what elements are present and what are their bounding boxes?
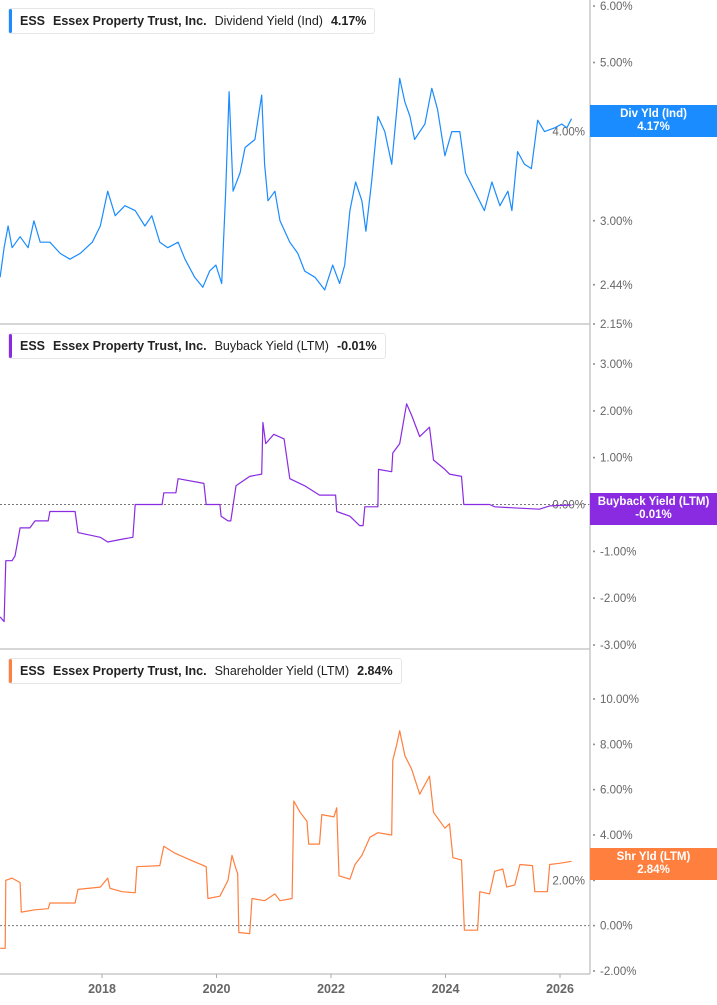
legend-color-bar bbox=[9, 659, 12, 683]
y-tick-label: 3.00% bbox=[600, 359, 633, 371]
y-tick-label: 2.15% bbox=[600, 319, 633, 331]
legend-value: 2.84% bbox=[357, 664, 393, 678]
y-tick-label: 4.00% bbox=[600, 830, 633, 842]
y-tick-mark bbox=[593, 743, 595, 746]
y-tick-mark bbox=[593, 788, 595, 791]
callout-value: 2.84% bbox=[637, 864, 670, 876]
callout-label: Buyback Yield (LTM) bbox=[597, 496, 710, 508]
callout-shareholder-yield: Shr Yld (LTM) 2.84% bbox=[590, 848, 717, 880]
y-tick-mark bbox=[593, 283, 595, 286]
legend-value: 4.17% bbox=[330, 14, 367, 28]
legend-ticker: ESS bbox=[20, 339, 46, 353]
callout-dividend-yield: Div Yld (Ind) 4.17% bbox=[590, 105, 717, 137]
legend-buyback-yield: ESS Essex Property Trust, Inc. Buyback Y… bbox=[8, 333, 386, 359]
y-tick-mark bbox=[593, 698, 595, 700]
legend-company: Essex Property Trust, Inc. bbox=[53, 664, 207, 678]
legend-color-bar bbox=[9, 9, 12, 33]
y-tick-mark bbox=[593, 644, 595, 646]
x-tick-label: 2020 bbox=[203, 982, 231, 996]
y-tick-label: 8.00% bbox=[600, 739, 633, 751]
legend-ticker: ESS bbox=[20, 14, 46, 28]
y-tick-label: 2.00% bbox=[552, 875, 585, 887]
callout-value: -0.01% bbox=[635, 509, 672, 521]
y-tick-label: -1.00% bbox=[600, 546, 636, 558]
x-tick-label: 2022 bbox=[317, 982, 345, 996]
legend-shareholder-yield: ESS Essex Property Trust, Inc. Sharehold… bbox=[8, 658, 402, 684]
legend-company: Essex Property Trust, Inc. bbox=[53, 14, 207, 28]
legend-ticker: ESS bbox=[20, 664, 46, 678]
y-tick-label: -2.00% bbox=[600, 966, 636, 978]
y-tick-label: 10.00% bbox=[600, 694, 639, 706]
y-tick-label: 6.00% bbox=[600, 1, 633, 13]
y-tick-mark bbox=[593, 834, 595, 836]
y-tick-label: 6.00% bbox=[600, 785, 633, 797]
y-tick-mark bbox=[593, 970, 595, 972]
legend-metric: Shareholder Yield (LTM) bbox=[214, 664, 350, 678]
legend-dividend-yield: ESS Essex Property Trust, Inc. Dividend … bbox=[8, 8, 376, 34]
x-tick-label: 2018 bbox=[88, 982, 116, 996]
y-tick-label: -3.00% bbox=[600, 640, 636, 652]
y-tick-label: 5.00% bbox=[600, 57, 633, 69]
series-line-shareholder-yield-ltm bbox=[0, 730, 572, 949]
y-tick-label: 4.00% bbox=[552, 127, 585, 139]
y-tick-mark bbox=[593, 456, 595, 459]
y-tick-label: -2.00% bbox=[600, 593, 636, 605]
callout-buyback-yield: Buyback Yield (LTM) -0.01% bbox=[590, 493, 717, 525]
legend-color-bar bbox=[9, 334, 12, 358]
y-tick-mark bbox=[593, 597, 595, 600]
series-line-dividend-yield-ind bbox=[0, 77, 573, 291]
y-tick-mark bbox=[593, 550, 595, 553]
y-tick-mark bbox=[593, 409, 595, 412]
y-tick-mark bbox=[593, 5, 595, 7]
y-tick-label: 0.00% bbox=[600, 921, 633, 933]
y-tick-mark bbox=[593, 363, 595, 365]
y-tick-mark bbox=[593, 924, 595, 927]
callout-value: 4.17% bbox=[637, 121, 670, 133]
legend-metric: Dividend Yield (Ind) bbox=[214, 14, 323, 28]
callout-label: Shr Yld (LTM) bbox=[616, 851, 691, 863]
y-tick-label: 2.44% bbox=[600, 280, 633, 292]
y-tick-mark bbox=[593, 219, 595, 222]
y-tick-label: 2.00% bbox=[600, 406, 633, 418]
y-tick-label: 1.00% bbox=[600, 453, 633, 465]
legend-metric: Buyback Yield (LTM) bbox=[214, 339, 329, 353]
x-tick-label: 2026 bbox=[546, 982, 574, 996]
series-line-buyback-yield-ltm bbox=[0, 403, 572, 623]
y-tick-mark bbox=[593, 61, 595, 64]
callout-label: Div Yld (Ind) bbox=[620, 108, 687, 120]
x-tick-label: 2024 bbox=[432, 982, 460, 996]
y-tick-label: 3.00% bbox=[600, 216, 633, 228]
y-tick-mark bbox=[593, 323, 595, 325]
legend-value: -0.01% bbox=[336, 339, 377, 353]
legend-company: Essex Property Trust, Inc. bbox=[53, 339, 207, 353]
